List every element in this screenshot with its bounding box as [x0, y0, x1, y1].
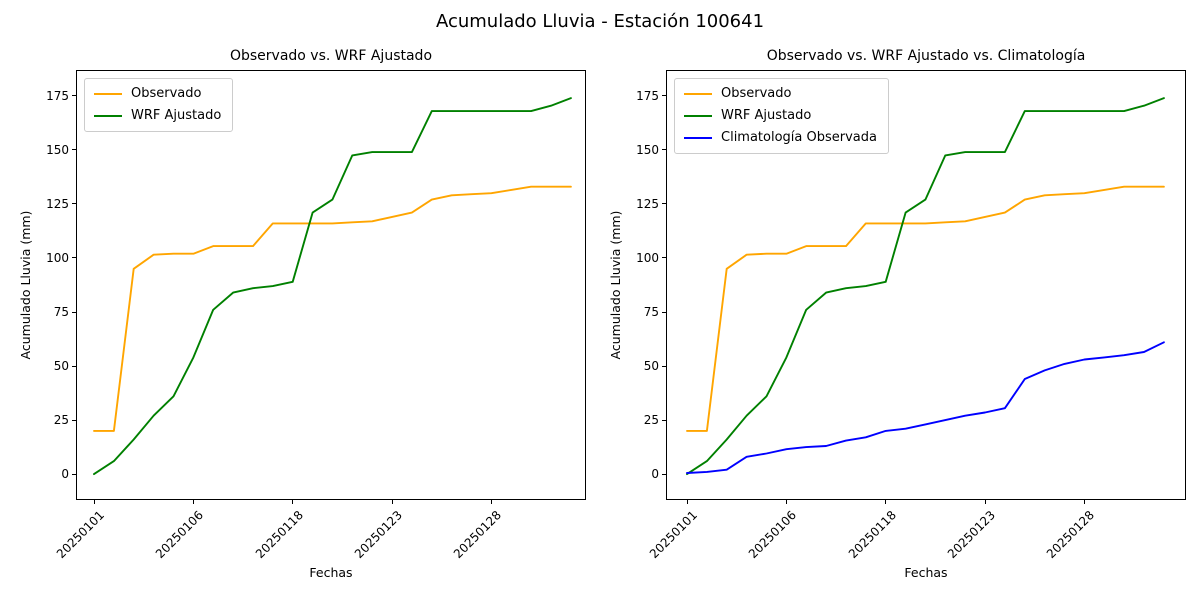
y-tick-label: 125 [46, 196, 69, 211]
x-tick-mark [292, 500, 294, 504]
legend-line-swatch [94, 115, 122, 117]
y-tick-mark [72, 149, 76, 151]
y-tick-label: 100 [636, 250, 659, 265]
y-axis-label: Acumulado Lluvia (mm) [18, 210, 33, 360]
y-tick-label: 175 [46, 88, 69, 103]
legend-label: WRF Ajustado [131, 108, 222, 123]
legend-item: WRF Ajustado [684, 108, 877, 124]
x-tick-label: 20250128 [1044, 508, 1098, 562]
x-tick-label: 20250123 [351, 508, 405, 562]
x-tick-mark [785, 500, 787, 504]
x-tick-label: 20250101 [53, 508, 107, 562]
y-tick-label: 50 [53, 359, 69, 374]
y-tick-label: 100 [46, 250, 69, 265]
x-tick-label: 20250128 [451, 508, 505, 562]
legend-item: Observado [94, 86, 221, 102]
y-tick-label: 150 [636, 142, 659, 157]
legend-item: WRF Ajustado [94, 108, 221, 124]
legend-label: WRF Ajustado [721, 108, 812, 123]
y-tick-mark [72, 311, 76, 313]
subplot-title: Observado vs. WRF Ajustado [229, 48, 433, 64]
y-tick-mark [72, 419, 76, 421]
legend-line-swatch [94, 93, 122, 95]
x-tick-mark [192, 500, 194, 504]
x-tick-mark [490, 500, 492, 504]
y-tick-mark [662, 473, 666, 475]
legend-label: Climatología Observada [721, 130, 877, 145]
y-axis-label: Acumulado Lluvia (mm) [608, 210, 623, 360]
legend-item: Observado [684, 86, 877, 102]
subplot-title: Observado vs. WRF Ajustado vs. Climatolo… [766, 48, 1086, 64]
x-tick-label: 20250106 [746, 508, 800, 562]
legend: Observado WRF Ajustado [84, 78, 234, 132]
y-tick-label: 75 [53, 305, 69, 319]
y-tick-label: 0 [651, 467, 659, 482]
y-tick-label: 50 [643, 359, 659, 374]
series-line-climatolog-a-observada [686, 341, 1165, 474]
series-line-observado [686, 185, 1165, 432]
x-tick-mark [93, 500, 95, 504]
y-tick-label: 150 [46, 142, 69, 157]
y-tick-mark [662, 419, 666, 421]
y-tick-mark [662, 365, 666, 367]
y-tick-mark [662, 203, 666, 205]
x-tick-label: 20250101 [646, 508, 700, 562]
legend: Observado WRF Ajustado Climatología Observ… [674, 78, 889, 154]
y-tick-label: 0 [61, 467, 69, 482]
x-tick-mark [885, 500, 887, 504]
x-tick-label: 20250123 [944, 508, 998, 562]
main-title: Acumulado Lluvia - Estación 100641 [435, 11, 765, 32]
y-tick-mark [72, 365, 76, 367]
legend-label: Observado [721, 86, 792, 101]
y-tick-mark [72, 203, 76, 205]
x-axis-label: Fechas [904, 565, 948, 580]
x-tick-mark [1083, 500, 1085, 504]
y-tick-mark [662, 257, 666, 259]
x-tick-label: 20250118 [845, 508, 899, 562]
x-tick-mark [391, 500, 393, 504]
legend-label: Observado [131, 86, 202, 101]
y-tick-label: 125 [636, 196, 659, 211]
y-tick-mark [72, 257, 76, 259]
y-tick-label: 25 [643, 413, 659, 428]
legend-line-swatch [684, 93, 712, 95]
legend-item: Climatología Observada [684, 130, 877, 146]
x-axis-label: Fechas [309, 565, 353, 580]
y-tick-mark [72, 473, 76, 475]
series-line-wrf-ajustado [686, 97, 1165, 476]
plot-canvas [93, 97, 572, 476]
x-tick-label: 20250118 [252, 508, 306, 562]
legend-line-swatch [684, 137, 712, 139]
axes-area [76, 70, 586, 500]
y-tick-mark [662, 95, 666, 97]
x-tick-mark [984, 500, 986, 504]
legend-line-swatch [684, 115, 712, 117]
x-tick-label: 20250106 [153, 508, 207, 562]
plot-canvas [686, 97, 1165, 476]
x-tick-mark [686, 500, 688, 504]
series-line-observado [93, 185, 572, 432]
y-tick-mark [662, 149, 666, 151]
y-tick-label: 175 [636, 88, 659, 103]
y-tick-mark [72, 95, 76, 97]
y-tick-label: 75 [643, 305, 659, 319]
y-tick-label: 25 [53, 413, 69, 428]
series-line-wrf-ajustado [93, 97, 572, 476]
y-tick-mark [662, 311, 666, 313]
